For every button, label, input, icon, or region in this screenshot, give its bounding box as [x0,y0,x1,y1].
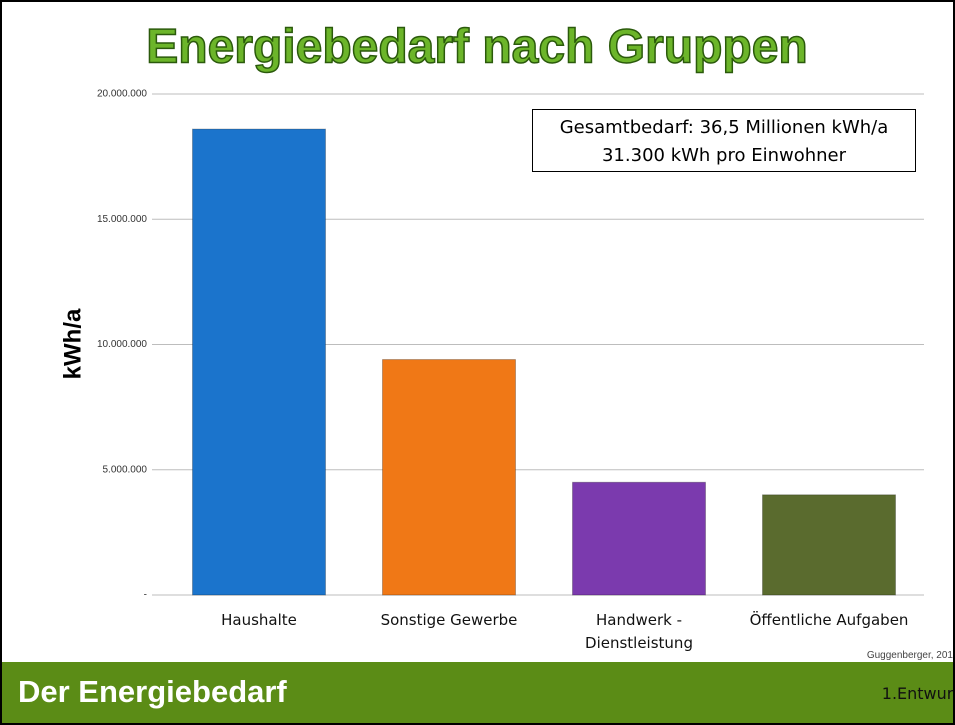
bar [382,359,516,596]
chart-title: Energiebedarf nach Gruppen [146,21,807,74]
source: Guggenberger, 201 [866,650,953,661]
y-tick-label: 20.000.000 [97,89,147,100]
bar [192,128,326,596]
chart: Energiebedarf nach Gruppen kWh/a - 5.000.… [59,20,924,601]
x-tick-label: Handwerk - Dienstleistung [585,611,693,652]
footer: Der Energiebedarf 1.Entwurf [2,662,953,723]
bar [762,494,896,596]
x-tick-label: Sonstige Gewerbe [380,611,518,629]
bar [572,481,706,596]
annotation-box: Gesamtbedarf: 36,5 Millionen kWh/a 31.30… [532,109,916,172]
version: 1.Entwurf [881,684,955,703]
y-tick-label: - [144,590,147,601]
x-tick-label: Öffentliche Aufgaben [749,611,909,629]
annotation: Gesamtbedarf: 36,5 Millionen kWh/a [559,117,889,138]
x-tick-label: Haushalte [221,611,297,629]
y-tick-label: 15.000.000 [97,214,147,225]
footer-title: Der Energiebedarf [18,674,287,709]
y-axis-label: kWh/a [59,308,86,379]
annotation: 31.300 kWh pro Einwohner [601,145,847,166]
y-tick-label: 5.000.000 [103,464,148,475]
y-tick-label: 10.000.000 [97,339,147,350]
